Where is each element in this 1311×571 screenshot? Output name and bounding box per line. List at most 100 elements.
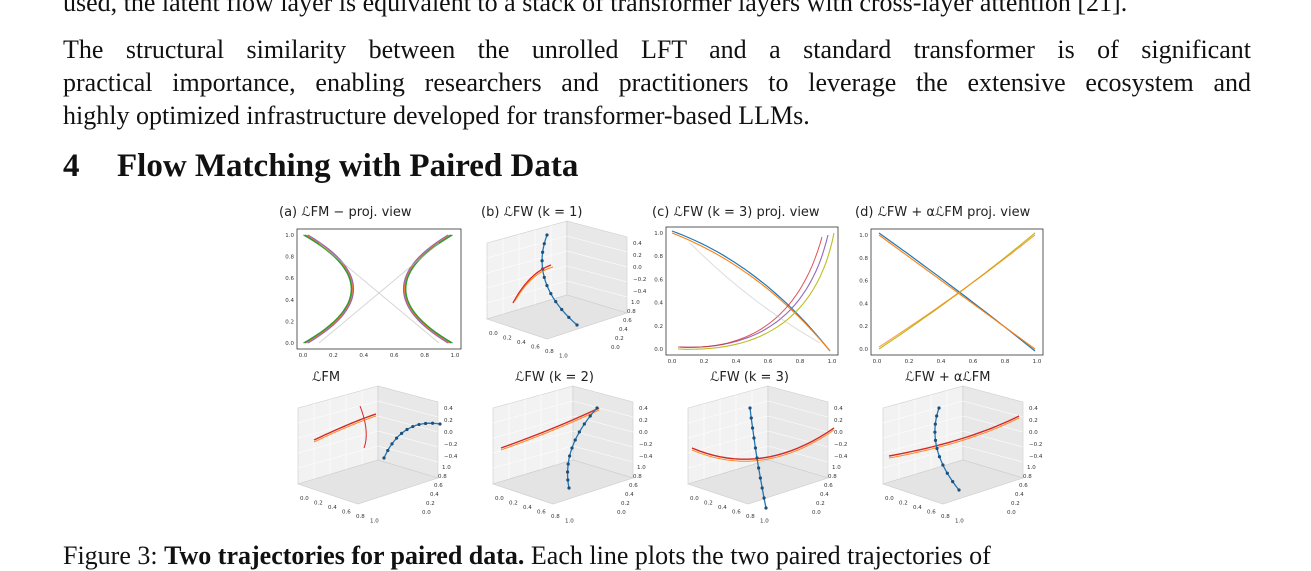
x-tick-label: 0.0: [690, 496, 699, 502]
trajectory-point: [757, 466, 761, 470]
3d-axes-box: [882, 385, 1025, 505]
trajectory-orange: [671, 232, 831, 352]
z-tick-label: −0.2: [834, 442, 847, 448]
y-tick-label: 0.2: [816, 501, 825, 507]
y-tick-label: 0.2: [285, 319, 294, 325]
y-tick-label: 0.2: [1011, 501, 1020, 507]
trajectory-point: [749, 416, 753, 420]
z-tick-label: −0.4: [444, 454, 458, 460]
y-tick-label: 0.2: [859, 324, 868, 330]
trajectory-point: [957, 488, 961, 492]
panel-d: 0.0 0.0 0.2 0.2 0.4 0.4 0.6 0.6 0.8 0.8 1.0 1.0 (d) …: [853, 203, 1048, 368]
y-tick-label: 0.8: [285, 255, 294, 261]
y-tick-label: 0.4: [285, 298, 294, 304]
trajectory-point: [758, 476, 762, 480]
trajectory-point: [438, 422, 442, 426]
trajectory-point: [554, 300, 558, 304]
x-tick-label: 0.2: [704, 501, 713, 507]
x-tick-label: 0.8: [356, 514, 365, 520]
trajectory-point: [567, 486, 571, 490]
x-tick-label: 0.8: [746, 514, 755, 520]
trajectory-point: [545, 283, 549, 288]
z-tick-label: 0.4: [1029, 406, 1038, 412]
trajectory-point: [382, 456, 386, 460]
panel-c-title: (c) ℒFW (k = 3) proj. view: [652, 205, 820, 220]
x-tick-label: 0.8: [545, 349, 554, 355]
x-tick-label: 0.4: [913, 505, 922, 511]
z-tick-label: 0.4: [444, 406, 453, 412]
body-text-line-3: highly optimized infrastructure develope…: [63, 101, 810, 130]
y-tick-label: 0.0: [285, 341, 294, 347]
z-tick-label: 0.0: [639, 430, 648, 436]
x-tick-label: 0.8: [796, 359, 805, 365]
trajectory-right: [404, 234, 452, 344]
trajectory-left: [303, 234, 352, 344]
body-text-line-1: The structural similarity between the un…: [63, 35, 1251, 64]
x-tick-label: 0.2: [329, 353, 338, 359]
trajectory-point: [542, 242, 546, 246]
x-tick-label: 0.6: [732, 510, 741, 516]
y-tick-label: 0.0: [812, 510, 821, 516]
trajectory-point: [760, 486, 764, 490]
x-tick-label: 0.4: [718, 505, 727, 511]
trajectory-point: [431, 421, 435, 425]
x-tick-label: 0.0: [885, 496, 894, 502]
trajectory-point: [405, 427, 409, 432]
z-tick-label: −0.2: [633, 277, 646, 283]
y-tick-label: 0.2: [426, 501, 435, 507]
trajectory-point: [424, 421, 428, 426]
x-tick-label: 1.0: [955, 519, 964, 525]
y-tick-label: 0.6: [629, 483, 638, 489]
panel-b-title: (b) ℒFW (k = 1): [481, 205, 583, 220]
x-tick-label: 0.2: [700, 359, 709, 365]
trajectory-point: [577, 430, 581, 434]
trajectory-point: [568, 454, 572, 458]
trajectory-point: [417, 422, 421, 427]
z-tick-label: 0.2: [633, 253, 642, 259]
y-tick-label: 0.0: [617, 510, 626, 516]
x-tick-label: 1.0: [559, 354, 568, 360]
trajectory-point: [762, 496, 766, 500]
trajectory-orange: [878, 234, 1036, 350]
z-tick-label: 0.0: [444, 430, 453, 436]
x-tick-label: 1.0: [1033, 359, 1042, 365]
3d-axes-box: [492, 385, 635, 505]
panel-bottom-1-title: ℒFM: [312, 370, 341, 385]
trajectory-right: [403, 234, 450, 344]
y-tick-label: 0.8: [627, 309, 636, 315]
trajectory-point: [588, 414, 592, 418]
y-tick-label: 0.6: [654, 277, 663, 283]
x-tick-label: 0.6: [342, 510, 351, 516]
y-tick-label: 0.6: [434, 483, 443, 489]
z-tick-label: −0.2: [1029, 442, 1042, 448]
trajectory-point: [764, 506, 768, 510]
trajectory-point: [933, 422, 937, 426]
z-tick-label: −0.2: [639, 442, 652, 448]
panel-b: 0.4 0.2 0.0 −0.2 −0.4 0.0 0.0 0.2 0.2 0.4 0.4 0.6 0.…: [479, 203, 649, 368]
x-tick-label: 1.0: [760, 519, 769, 525]
y-tick-label: 0.6: [859, 279, 868, 285]
x-tick-label: 0.4: [328, 505, 337, 511]
y-tick-label: 0.0: [422, 510, 431, 516]
panel-a: 0.0 0.0 0.2 0.2 0.4 0.4 0.6 0.6 0.8 0.8 1.0 1.0 (a) …: [279, 203, 469, 363]
y-tick-label: 0.8: [1023, 474, 1032, 480]
y-tick-label: 1.0: [442, 465, 451, 471]
trajectory-point: [933, 438, 938, 442]
trajectory-point: [750, 426, 755, 430]
x-tick-label: 0.2: [509, 501, 518, 507]
x-tick-label: 0.6: [537, 510, 546, 516]
z-tick-label: −0.4: [633, 289, 647, 295]
x-tick-label: 0.6: [764, 359, 773, 365]
x-tick-label: 1.0: [451, 353, 460, 359]
section-heading: 4 Flow Matching with Paired Data: [63, 146, 578, 186]
trajectory-point: [540, 259, 544, 263]
y-tick-label: 0.6: [1019, 483, 1028, 489]
trajectory-red: [691, 427, 835, 460]
panel-bottom-2-title: ℒFW (k = 2): [515, 370, 594, 385]
x-tick-label: 1.0: [370, 519, 379, 525]
z-tick-label: 0.4: [834, 406, 843, 412]
trajectory-point: [566, 478, 570, 482]
y-tick-label: 0.0: [611, 345, 620, 351]
trajectory-point: [573, 438, 577, 442]
y-tick-label: 1.0: [637, 465, 646, 471]
